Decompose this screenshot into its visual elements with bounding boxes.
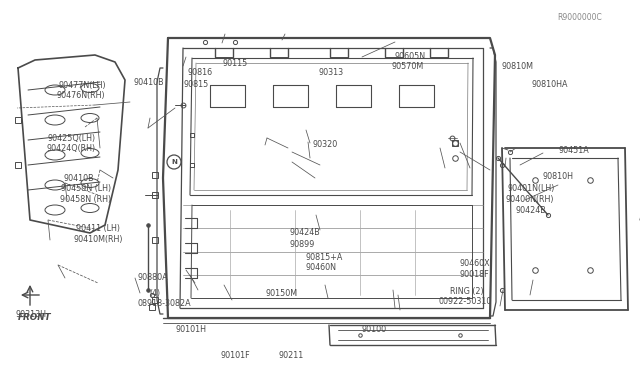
Text: 90101H: 90101H: [176, 325, 207, 334]
Text: 90401N(LH): 90401N(LH): [508, 185, 555, 193]
Text: 90424B: 90424B: [515, 206, 546, 215]
Text: FRONT: FRONT: [18, 314, 52, 323]
Text: 90605N: 90605N: [395, 52, 426, 61]
Text: 08918-3082A: 08918-3082A: [138, 299, 191, 308]
Text: 90460X: 90460X: [460, 259, 490, 268]
Text: 90101F: 90101F: [221, 351, 250, 360]
Text: R9000000C: R9000000C: [557, 13, 602, 22]
Text: 00922-50310: 00922-50310: [438, 297, 492, 306]
Text: 90410B: 90410B: [133, 78, 164, 87]
Text: N: N: [171, 159, 177, 165]
Text: 90477N(LH): 90477N(LH): [58, 81, 106, 90]
Text: 90458N (RH): 90458N (RH): [60, 195, 111, 203]
Text: 90880A: 90880A: [138, 273, 168, 282]
Text: 90899: 90899: [290, 240, 316, 249]
Text: 90424B: 90424B: [290, 228, 321, 237]
Text: 90115: 90115: [223, 59, 248, 68]
Text: 90476N(RH): 90476N(RH): [56, 92, 105, 100]
Text: 90816: 90816: [188, 68, 212, 77]
Text: 90570M: 90570M: [392, 62, 424, 71]
Text: 90211: 90211: [278, 351, 303, 360]
Text: 90100: 90100: [362, 325, 387, 334]
Text: (4): (4): [149, 289, 160, 298]
Text: 90410B: 90410B: [64, 174, 95, 183]
Text: 90810HA: 90810HA: [531, 80, 568, 89]
Text: 90424Q(RH): 90424Q(RH): [46, 144, 95, 153]
Text: 90320: 90320: [312, 140, 337, 149]
Text: 90313: 90313: [318, 68, 343, 77]
Text: 90459N (LH): 90459N (LH): [61, 185, 111, 193]
Text: 90810H: 90810H: [543, 172, 573, 181]
Text: RING (2): RING (2): [450, 287, 484, 296]
Text: 90313H: 90313H: [16, 310, 47, 319]
Text: 90150M: 90150M: [266, 289, 298, 298]
Text: 90460N: 90460N: [305, 263, 336, 272]
Text: 90018F: 90018F: [460, 270, 489, 279]
Text: 90815: 90815: [184, 80, 209, 89]
Text: 90815+A: 90815+A: [305, 253, 342, 262]
Text: 90810M: 90810M: [501, 62, 533, 71]
Text: 90400N(RH): 90400N(RH): [506, 195, 554, 203]
Text: 90411 (LH): 90411 (LH): [76, 224, 120, 233]
Text: 90451A: 90451A: [559, 146, 589, 155]
Text: 90410M(RH): 90410M(RH): [74, 235, 123, 244]
Text: 90425Q(LH): 90425Q(LH): [48, 134, 96, 143]
